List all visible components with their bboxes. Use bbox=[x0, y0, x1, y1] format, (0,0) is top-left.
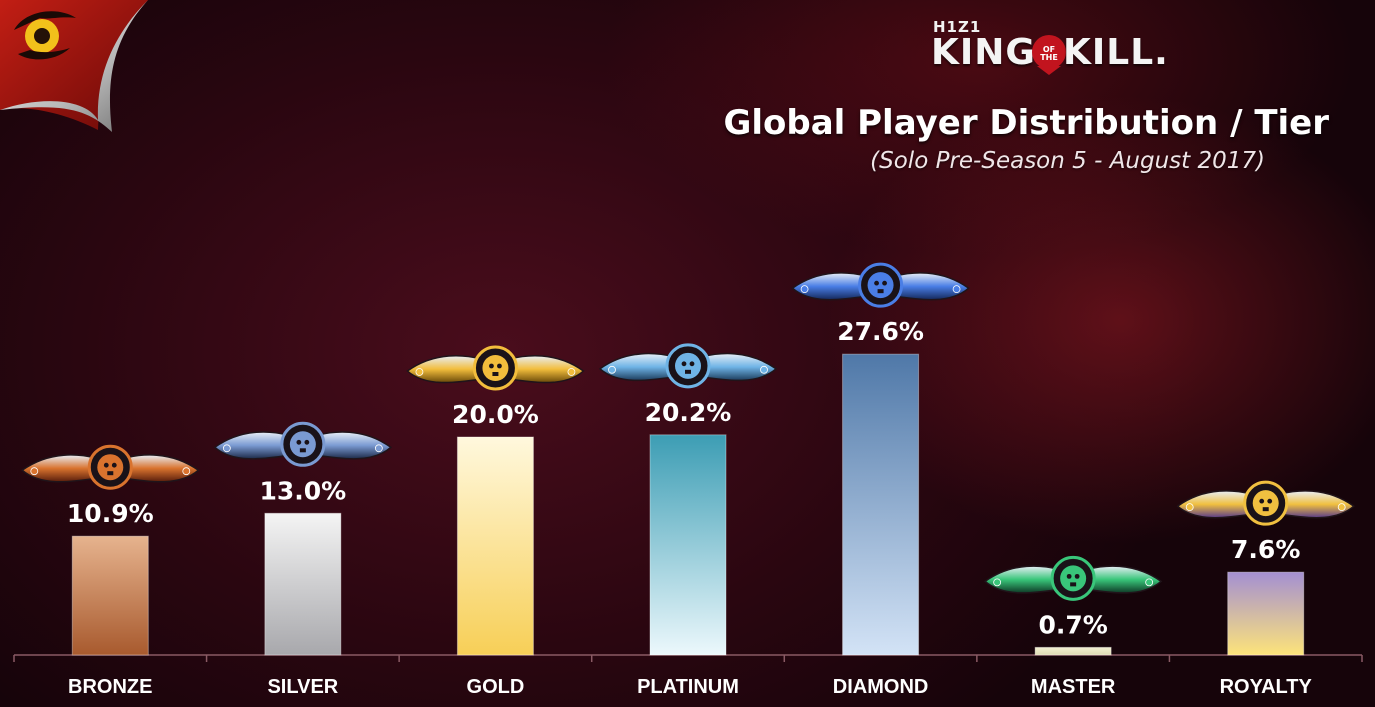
bar-silver bbox=[264, 512, 342, 656]
bar-bronze bbox=[71, 535, 149, 656]
silver-tier-badge-icon bbox=[213, 421, 393, 467]
platinum-tier-badge-icon bbox=[598, 343, 778, 389]
data-label-royalty: 7.6% bbox=[1231, 535, 1300, 564]
category-label-silver: SILVER bbox=[267, 676, 338, 698]
logo-h1z1-text: H1Z1 bbox=[933, 18, 982, 36]
bronze-tier-badge-icon bbox=[21, 444, 200, 490]
page-curl-logo-icon bbox=[0, 0, 148, 132]
data-label-platinum: 20.2% bbox=[645, 398, 732, 427]
category-label-platinum: PLATINUM bbox=[637, 676, 739, 698]
data-label-bronze: 10.9% bbox=[67, 499, 154, 528]
bar-royalty bbox=[1227, 571, 1305, 656]
category-label-bronze: BRONZE bbox=[68, 676, 152, 698]
data-label-silver: 13.0% bbox=[259, 476, 346, 505]
master-tier-badge-icon bbox=[983, 555, 1163, 601]
gold-tier-badge-icon bbox=[406, 345, 585, 391]
bar-master bbox=[1034, 646, 1112, 656]
king-of-the-kill-logo: H1Z1 KING OF THE KILL. bbox=[925, 18, 1185, 78]
category-label-diamond: DIAMOND bbox=[833, 676, 929, 698]
logo-king-text: KING bbox=[931, 32, 1036, 73]
royalty-tier-badge-icon bbox=[1176, 480, 1355, 526]
category-label-gold: GOLD bbox=[467, 676, 525, 698]
bar-diamond bbox=[842, 353, 920, 656]
bar-gold bbox=[456, 436, 534, 656]
logo-of-the-text: OF THE bbox=[1040, 45, 1058, 62]
bar-platinum bbox=[649, 434, 727, 656]
skull-emblem-icon bbox=[1032, 35, 1066, 75]
data-label-master: 0.7% bbox=[1038, 610, 1107, 639]
category-label-royalty: ROYALTY bbox=[1220, 676, 1313, 698]
data-label-diamond: 27.6% bbox=[837, 317, 924, 346]
diamond-tier-badge-icon bbox=[791, 262, 970, 308]
chart-subtitle: (Solo Pre-Season 5 - August 2017) bbox=[870, 148, 1265, 174]
data-label-gold: 20.0% bbox=[452, 400, 539, 429]
category-label-master: MASTER bbox=[1031, 676, 1116, 698]
logo-kill-text: KILL. bbox=[1063, 32, 1169, 73]
chart-title: Global Player Distribution / Tier bbox=[723, 103, 1329, 143]
